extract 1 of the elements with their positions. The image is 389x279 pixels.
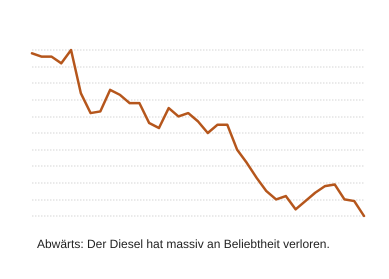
text: Abwärts: Der Diesel hat massiv an Beliebtheit verloren. [37,237,330,251]
